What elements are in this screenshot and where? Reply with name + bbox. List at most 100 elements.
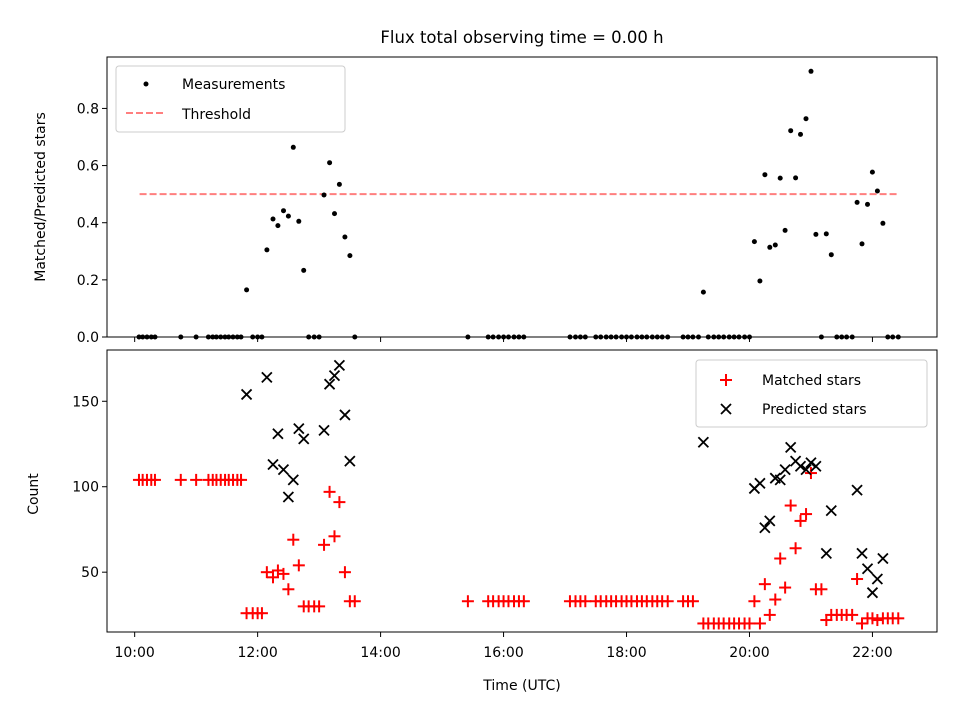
matched-point-65 <box>661 595 674 608</box>
bottom-x-tick-label-4: 18:00 <box>606 645 646 661</box>
predicted-point-7 <box>293 422 305 435</box>
legend-matched-label: Matched stars <box>762 373 861 389</box>
legend-threshold-label: Threshold <box>181 107 251 123</box>
measurement-point-87 <box>788 128 794 134</box>
measurement-point-36 <box>347 253 353 259</box>
predicted-point-2 <box>267 458 279 471</box>
predicted-point-21 <box>774 474 786 486</box>
measurement-point-90 <box>803 116 809 122</box>
matched-point-38 <box>461 595 474 608</box>
matched-point-37 <box>348 595 361 608</box>
measurement-point-104 <box>874 188 880 194</box>
predicted-point-4 <box>277 463 290 476</box>
measurement-point-83 <box>767 244 773 250</box>
predicted-point-9 <box>318 424 330 436</box>
measurement-point-21 <box>270 216 276 222</box>
matched-point-34 <box>333 496 346 509</box>
matched-point-19 <box>255 607 268 620</box>
predicted-point-34 <box>866 587 879 599</box>
matched-point-81 <box>758 578 771 591</box>
top-y-tick-label-2: 0.4 <box>77 216 99 232</box>
measurement-point-84 <box>772 242 778 248</box>
matched-point-20 <box>260 566 273 579</box>
bottom-x-tick-label-5: 20:00 <box>729 645 769 661</box>
measurement-point-26 <box>296 218 302 224</box>
measurement-point-31 <box>321 192 327 198</box>
predicted-point-17 <box>754 477 766 489</box>
predicted-point-15 <box>697 436 710 448</box>
predicted-point-30 <box>825 505 837 517</box>
predicted-point-36 <box>877 552 889 565</box>
predicted-point-8 <box>298 433 310 445</box>
matched-point-6 <box>190 473 203 486</box>
predicted-point-0 <box>240 388 253 401</box>
top-plot-marks <box>136 68 901 340</box>
predicted-point-26 <box>800 463 812 476</box>
measurement-point-20 <box>264 247 270 253</box>
matched-point-15 <box>235 473 248 486</box>
bottom-x-tick-label-3: 16:00 <box>483 645 523 661</box>
measurement-point-88 <box>793 175 799 181</box>
top-y-tick-label-0: 0.0 <box>77 330 99 346</box>
matched-point-26 <box>292 559 305 572</box>
top-y-tick-label-1: 0.2 <box>77 273 99 289</box>
matched-point-23 <box>277 567 290 580</box>
matched-point-86 <box>784 499 797 512</box>
bottom-x-axis-label: Time (UTC) <box>482 678 560 694</box>
matched-point-68 <box>686 595 699 608</box>
matched-point-98 <box>846 608 859 621</box>
matched-point-103 <box>871 614 884 627</box>
measurement-point-101 <box>859 241 865 247</box>
matched-point-21 <box>267 571 279 584</box>
measurement-point-32 <box>327 160 333 166</box>
matched-point-99 <box>851 573 864 586</box>
predicted-point-28 <box>810 460 822 472</box>
matched-point-80 <box>753 617 766 630</box>
bottom-y-axis-label: Count <box>26 473 42 515</box>
predicted-point-25 <box>794 460 807 472</box>
predicted-point-22 <box>779 463 791 476</box>
predicted-point-10 <box>323 378 336 390</box>
matched-point-87 <box>789 542 802 555</box>
measurement-point-69 <box>700 289 706 295</box>
matched-point-100 <box>855 617 868 630</box>
legend-measurements-marker <box>143 81 149 87</box>
measurement-point-91 <box>808 68 814 74</box>
matched-point-82 <box>763 608 776 621</box>
matched-point-30 <box>313 600 326 613</box>
matched-point-25 <box>287 533 300 546</box>
bottom-axis-ticks: 10:00 12:00 14:00 16:00 18:00 20:00 22:00 50 100… <box>72 394 892 661</box>
measurement-point-105 <box>880 220 886 226</box>
measurement-point-92 <box>813 231 819 237</box>
measurement-point-35 <box>342 234 348 240</box>
predicted-point-27 <box>805 457 817 469</box>
matched-point-46 <box>517 595 530 608</box>
top-y-tick-label-4: 0.8 <box>77 101 99 117</box>
measurement-point-85 <box>777 175 783 181</box>
predicted-point-11 <box>328 369 341 382</box>
legend-measurements-label: Measurements <box>182 77 285 93</box>
measurement-point-23 <box>281 208 286 214</box>
measurement-point-24 <box>285 213 291 219</box>
bottom-legend: Matched stars Predicted stars <box>695 359 928 428</box>
matched-point-88 <box>794 514 807 527</box>
bottom-y-tick-label-2: 150 <box>72 394 99 410</box>
bottom-x-tick-label-1: 12:00 <box>237 645 277 661</box>
measurement-point-16 <box>244 287 250 293</box>
predicted-point-33 <box>861 563 874 575</box>
matched-point-50 <box>579 595 592 608</box>
bottom-plot-frame <box>106 349 938 633</box>
measurement-point-27 <box>301 267 307 273</box>
predicted-point-3 <box>272 428 284 440</box>
bottom-x-tick-label-0: 10:00 <box>114 645 154 661</box>
matched-point-84 <box>774 552 787 565</box>
bottom-x-tick-label-6: 22:00 <box>852 645 892 661</box>
measurement-point-25 <box>290 144 296 150</box>
predicted-point-18 <box>759 522 771 534</box>
predicted-point-12 <box>333 359 346 372</box>
legend-matched-marker <box>720 374 732 386</box>
measurement-point-22 <box>275 223 281 229</box>
predicted-point-19 <box>764 515 776 527</box>
predicted-point-13 <box>339 409 351 421</box>
bottom-x-tick-label-2: 14:00 <box>360 645 400 661</box>
